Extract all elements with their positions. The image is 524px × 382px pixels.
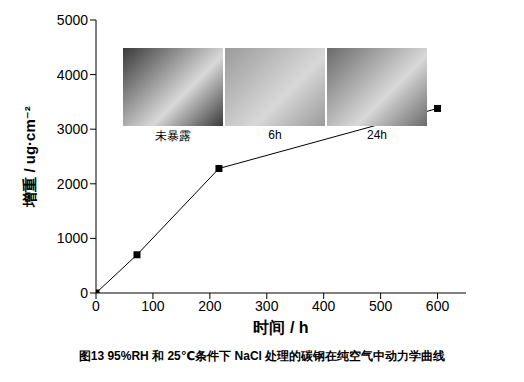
svg-text:600: 600: [426, 298, 450, 314]
svg-text:5000: 5000: [57, 12, 88, 28]
svg-text:500: 500: [369, 298, 393, 314]
svg-text:400: 400: [312, 298, 336, 314]
svg-text:100: 100: [141, 298, 165, 314]
svg-text:0: 0: [80, 285, 88, 301]
svg-text:0: 0: [92, 298, 100, 314]
svg-text:4000: 4000: [57, 67, 88, 83]
svg-text:时间 / h: 时间 / h: [253, 319, 308, 336]
svg-text:增重 / ug·cm⁻²: 增重 / ug·cm⁻²: [21, 106, 38, 207]
html-text:图13 95%RH 和 25℃条件下 NaCl 处理的碳钢在: 图13 95%RH 和 25℃条件下 NaCl 处理的碳钢在纯空气中动力学曲线: [78, 349, 446, 363]
html-text:未暴露: 未暴露: [155, 129, 191, 143]
svg-text:3000: 3000: [57, 121, 88, 137]
html-text:6h: 6h: [268, 128, 282, 142]
svg-text:200: 200: [198, 298, 222, 314]
svg-text:2000: 2000: [57, 176, 88, 192]
svg-text:300: 300: [255, 298, 279, 314]
svg-text:1000: 1000: [57, 230, 88, 246]
html-text:24h: 24h: [367, 128, 387, 142]
